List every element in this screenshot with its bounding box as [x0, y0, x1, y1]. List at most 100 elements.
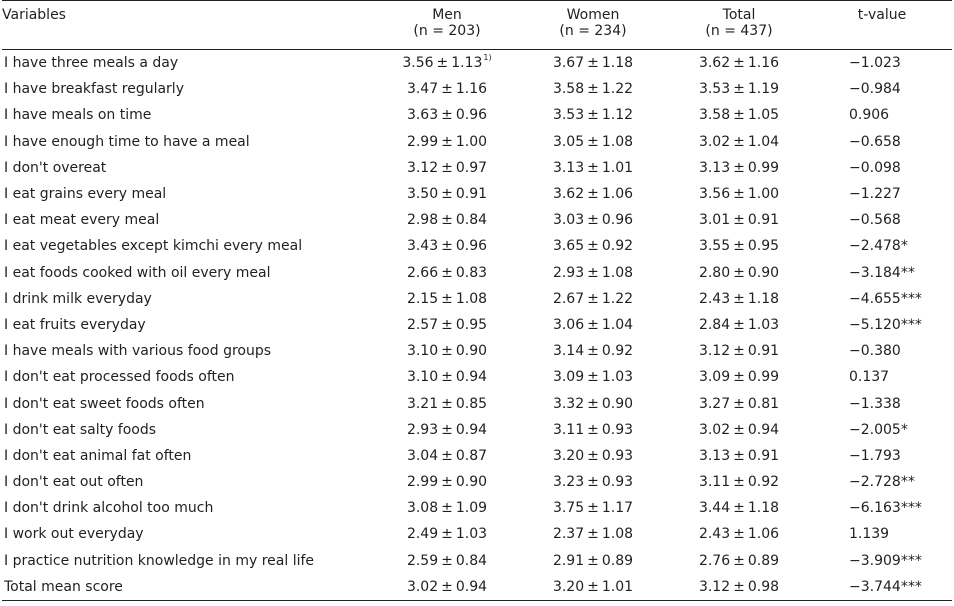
- cell-variable: I don't eat animal fat often: [4, 447, 192, 464]
- plus-minus-sign: ±: [441, 369, 453, 386]
- cell-variable: I eat meat every meal: [4, 212, 160, 229]
- tvalue-wrap: −0.984: [837, 80, 927, 98]
- significance-marker: ***: [900, 578, 922, 595]
- cell-variable: I don't eat salty foods: [4, 421, 157, 438]
- cell-total: 3.01 ±0.91: [666, 207, 812, 233]
- cell-total: 3.11 ±0.92: [666, 469, 812, 495]
- tvalue-number: −0.380: [849, 343, 901, 360]
- cell-variable: I work out everyday: [4, 526, 144, 543]
- table-row: I don't eat out often 2.99 ±0.90 3.23 ±0.93 3…: [2, 469, 952, 495]
- plus-minus-sign: ±: [587, 500, 599, 517]
- plus-minus-sign: ±: [733, 447, 745, 464]
- cell-men: 2.93 ±0.94: [374, 417, 520, 443]
- cell-sd: 0.96: [455, 107, 488, 124]
- plus-minus-sign: ±: [733, 395, 745, 412]
- cell-women: 3.06 ±1.04: [520, 312, 666, 338]
- plus-minus-sign: ±: [733, 526, 745, 543]
- cell-mean: 3.50: [406, 186, 439, 203]
- cell-sd: 0.93: [601, 447, 634, 464]
- tvalue-wrap: −0.658: [837, 133, 927, 151]
- cell-mean: 3.04: [406, 447, 439, 464]
- plus-minus-sign: ±: [441, 447, 453, 464]
- tvalue-number: 1.139: [849, 526, 890, 543]
- cell-sd: 0.93: [601, 474, 634, 491]
- footnote-marker: 1): [483, 53, 492, 63]
- tvalue-wrap: −2.005*: [837, 421, 927, 439]
- plus-minus-sign: ±: [587, 264, 599, 281]
- header-row: Variables Men (n = 203) Women (n = 234) To…: [2, 0, 952, 50]
- plus-minus-sign: ±: [733, 81, 745, 98]
- cell-sd: 1.16: [455, 81, 488, 98]
- cell-mean: 3.44: [698, 500, 731, 517]
- cell-variable: I don't eat out often: [4, 474, 144, 491]
- cell-total: 3.12 ±0.91: [666, 338, 812, 364]
- plus-minus-sign: ±: [441, 500, 453, 517]
- cell-sd: 1.08: [601, 526, 634, 543]
- tvalue-wrap: −1.023: [837, 54, 927, 72]
- plus-minus-sign: ±: [587, 186, 599, 203]
- cell-sd: 1.22: [601, 290, 634, 307]
- cell-men: 3.63 ±0.96: [374, 102, 520, 128]
- cell-sd: 1.08: [455, 290, 488, 307]
- cell-women: 3.20 ±1.01: [520, 573, 666, 601]
- cell-mean: 2.37: [552, 526, 585, 543]
- plus-minus-sign: ±: [587, 159, 599, 176]
- cell-sd: 1.18: [747, 290, 780, 307]
- plus-minus-sign: ±: [441, 238, 453, 255]
- tvalue-wrap: 1.139: [837, 525, 927, 543]
- cell-total: 3.13 ±0.91: [666, 443, 812, 469]
- cell-mean: 3.08: [406, 500, 439, 517]
- plus-minus-sign: ±: [441, 395, 453, 412]
- cell-women: 3.65 ±0.92: [520, 233, 666, 259]
- cell-sd: 1.01: [601, 159, 634, 176]
- plus-minus-sign: ±: [733, 159, 745, 176]
- tvalue-wrap: 0.906: [837, 106, 927, 124]
- cell-sd: 0.94: [455, 421, 488, 438]
- cell-mean: 3.43: [406, 238, 439, 255]
- cell-mean: 3.09: [698, 369, 731, 386]
- cell-total: 3.44 ±1.18: [666, 495, 812, 521]
- tvalue-number: −2.728: [849, 474, 901, 491]
- cell-women: 3.03 ±0.96: [520, 207, 666, 233]
- cell-mean: 3.11: [698, 474, 731, 491]
- tvalue-wrap: −1.338: [837, 395, 927, 413]
- cell-sd: 1.16: [747, 55, 780, 72]
- tvalue-number: −2.478: [849, 238, 901, 255]
- cell-mean: 2.93: [406, 421, 439, 438]
- plus-minus-sign: ±: [733, 343, 745, 360]
- cell-mean: 3.53: [552, 107, 585, 124]
- tvalue-number: 0.137: [849, 369, 890, 386]
- cell-sd: 0.91: [747, 212, 780, 229]
- cell-sd: 0.92: [601, 238, 634, 255]
- cell-tvalue: −0.380: [812, 338, 952, 364]
- cell-mean: 2.43: [698, 290, 731, 307]
- cell-sd: 0.81: [747, 395, 780, 412]
- plus-minus-sign: ±: [733, 133, 745, 150]
- tvalue-wrap: −0.380: [837, 342, 927, 360]
- cell-tvalue: −0.098: [812, 155, 952, 181]
- tvalue-number: −3.744: [849, 578, 901, 595]
- cell-sd: 0.96: [601, 212, 634, 229]
- plus-minus-sign: ±: [733, 316, 745, 333]
- cell-sd: 0.91: [747, 343, 780, 360]
- tvalue-wrap: −3.909***: [837, 552, 927, 570]
- plus-minus-sign: ±: [587, 526, 599, 543]
- cell-total: 3.02 ±0.94: [666, 417, 812, 443]
- cell-men: 3.10 ±0.90: [374, 338, 520, 364]
- cell-mean: 2.80: [698, 264, 731, 281]
- cell-tvalue: −2.478*: [812, 233, 952, 259]
- cell-men: 2.49 ±1.03: [374, 521, 520, 547]
- plus-minus-sign: ±: [733, 186, 745, 203]
- table-row: I don't eat processed foods often 3.10 ±0.…: [2, 364, 952, 390]
- cell-sd: 0.91: [747, 447, 780, 464]
- tvalue-number: −1.793: [849, 447, 901, 464]
- cell-mean: 3.14: [552, 343, 585, 360]
- cell-women: 3.53 ±1.12: [520, 102, 666, 128]
- tvalue-number: −3.184: [849, 264, 901, 281]
- cell-sd: 1.06: [601, 186, 634, 203]
- cell-women: 3.20 ±0.93: [520, 443, 666, 469]
- cell-mean: 3.02: [698, 421, 731, 438]
- cell-mean: 3.27: [698, 395, 731, 412]
- cell-mean: 2.99: [406, 474, 439, 491]
- cell-men: 3.10 ±0.94: [374, 364, 520, 390]
